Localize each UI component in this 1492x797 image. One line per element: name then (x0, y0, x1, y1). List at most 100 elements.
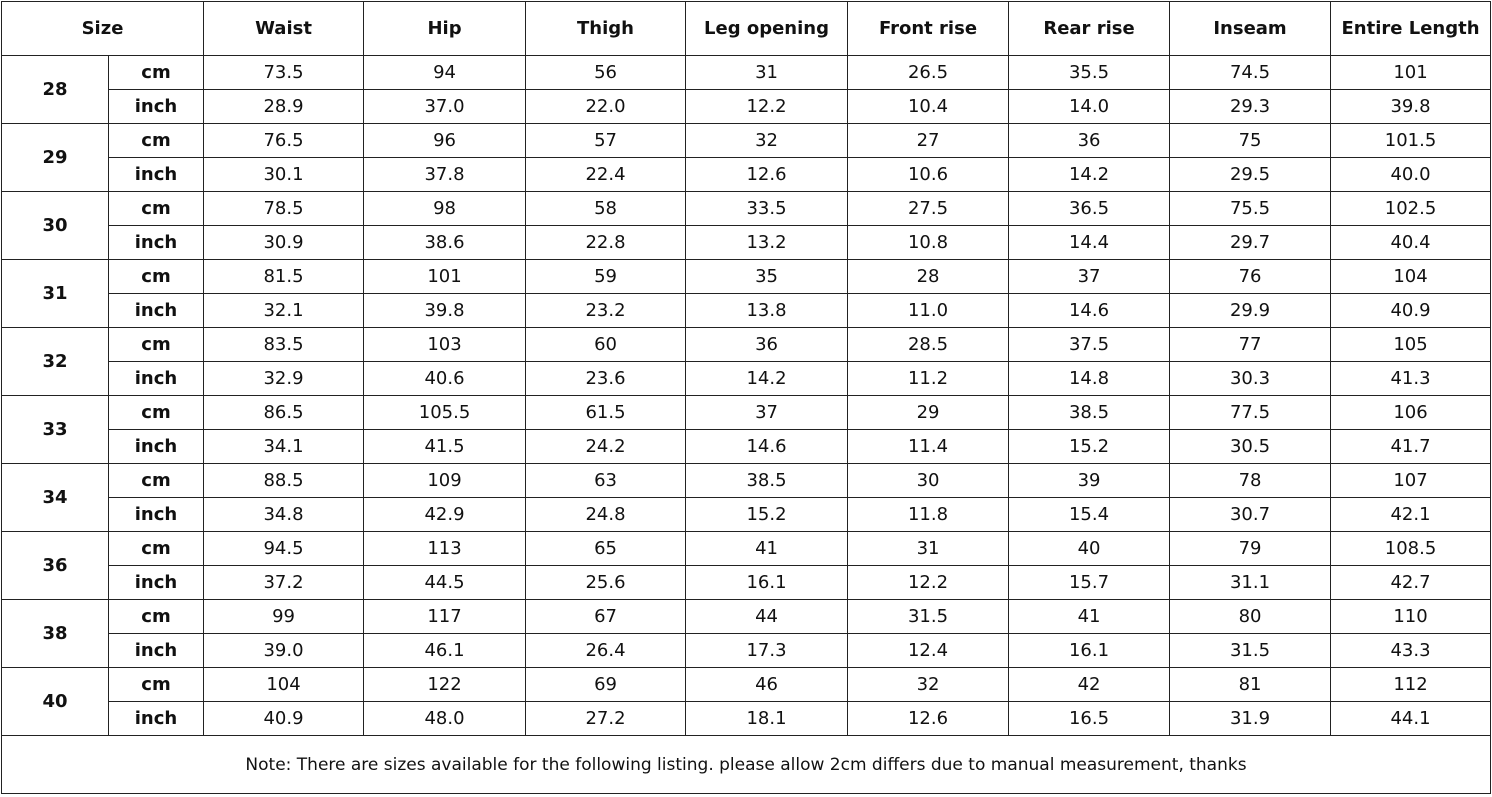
measurement-cell: 67 (525, 599, 687, 634)
table-row: 38 cm 99 117 67 44 31.5 41 80 110 (1, 599, 1492, 668)
measurement-cell: 41.5 (363, 429, 527, 464)
measurement-cell: 42 (1008, 667, 1171, 702)
measurement-cell: 13.8 (685, 293, 849, 328)
measurement-cell: 26.4 (525, 633, 687, 668)
measurement-cell: 32.9 (203, 361, 365, 396)
unit-cell: inch (107, 497, 205, 532)
measurement-cell: 41.3 (1330, 361, 1492, 396)
header-thigh: Thigh (525, 1, 687, 56)
note-text: Note: There are sizes available for the … (0, 735, 1492, 794)
table-row: inch 32.1 39.8 23.2 13.8 11.0 14.6 29.9 40.9 (2, 293, 1492, 328)
measurement-cell: 29.7 (1169, 225, 1332, 260)
unit-cell: cm (107, 667, 205, 702)
unit-cell: inch (107, 633, 205, 668)
measurement-cell: 44.1 (1330, 701, 1492, 736)
measurement-cell: 30.7 (1169, 497, 1332, 532)
header-rear-rise: Rear rise (1008, 1, 1171, 56)
table-row: 32 cm 83.5 103 60 36 28.5 37.5 77 105 (1, 327, 1492, 396)
measurement-cell: 37 (1008, 259, 1171, 294)
measurement-cell: 29 (847, 395, 1010, 430)
measurement-cell: 105 (1330, 327, 1492, 362)
measurement-cell: 103 (363, 327, 527, 362)
measurement-cell: 86.5 (203, 395, 365, 430)
measurement-cell: 35.5 (1008, 55, 1171, 90)
measurement-cell: 40.9 (1330, 293, 1492, 328)
measurement-cell: 40.4 (1330, 225, 1492, 260)
measurement-cell: 40.6 (363, 361, 527, 396)
measurement-cell: 39.8 (1330, 89, 1492, 124)
measurement-cell: 30 (847, 463, 1010, 498)
measurement-cell: 24.2 (525, 429, 687, 464)
measurement-cell: 37.8 (363, 157, 527, 192)
unit-cell: cm (107, 191, 205, 226)
header-leg-opening: Leg opening (685, 1, 849, 56)
measurement-cell: 14.6 (685, 429, 849, 464)
measurement-cell: 12.6 (685, 157, 849, 192)
measurement-cell: 31.5 (847, 599, 1010, 634)
measurement-cell: 28 (847, 259, 1010, 294)
size-cell: 34 (1, 463, 109, 532)
measurement-cell: 76.5 (203, 123, 365, 158)
measurement-cell: 117 (363, 599, 527, 634)
measurement-cell: 36.5 (1008, 191, 1171, 226)
note-row: Note: There are sizes available for the … (0, 735, 1492, 794)
table-row: inch 37.2 44.5 25.6 16.1 12.2 15.7 31.1 42.7 (2, 565, 1492, 600)
measurement-cell: 27.5 (847, 191, 1010, 226)
measurement-cell: 33.5 (685, 191, 849, 226)
measurement-cell: 31.9 (1169, 701, 1332, 736)
measurement-cell: 42.9 (363, 497, 527, 532)
table-row: 40 cm 104 122 69 46 32 42 81 112 (1, 667, 1492, 736)
measurement-cell: 30.1 (203, 157, 365, 192)
measurement-cell: 44.5 (363, 565, 527, 600)
measurement-cell: 41.7 (1330, 429, 1492, 464)
measurement-cell: 94.5 (203, 531, 365, 566)
size-cell: 33 (1, 395, 109, 464)
measurement-cell: 36 (1008, 123, 1171, 158)
size-cell: 36 (1, 531, 109, 600)
measurement-cell: 11.8 (847, 497, 1010, 532)
measurement-cell: 15.7 (1008, 565, 1171, 600)
measurement-cell: 11.0 (847, 293, 1010, 328)
size-cell: 40 (1, 667, 109, 736)
measurement-cell: 38.5 (1008, 395, 1171, 430)
measurement-cell: 113 (363, 531, 527, 566)
measurement-cell: 112 (1330, 667, 1492, 702)
measurement-cell: 75.5 (1169, 191, 1332, 226)
measurement-cell: 30.9 (203, 225, 365, 260)
measurement-cell: 78 (1169, 463, 1332, 498)
measurement-cell: 65 (525, 531, 687, 566)
measurement-cell: 31.5 (1169, 633, 1332, 668)
table-row: 28 cm 73.5 94 56 31 26.5 35.5 74.5 101 (1, 55, 1492, 124)
header-entire-length: Entire Length (1330, 1, 1492, 56)
measurement-cell: 16.5 (1008, 701, 1171, 736)
measurement-cell: 88.5 (203, 463, 365, 498)
table-row: inch 34.1 41.5 24.2 14.6 11.4 15.2 30.5 41.7 (2, 429, 1492, 464)
unit-cell: inch (107, 565, 205, 600)
unit-cell: cm (107, 599, 205, 634)
measurement-cell: 122 (363, 667, 527, 702)
measurement-cell: 12.6 (847, 701, 1010, 736)
measurement-cell: 17.3 (685, 633, 849, 668)
measurement-cell: 94 (363, 55, 527, 90)
measurement-cell: 110 (1330, 599, 1492, 634)
measurement-cell: 28.9 (203, 89, 365, 124)
table-row: inch 30.9 38.6 22.8 13.2 10.8 14.4 29.7 40.4 (2, 225, 1492, 260)
measurement-cell: 22.8 (525, 225, 687, 260)
table-row: 33 cm 86.5 105.5 61.5 37 29 38.5 77.5 106 (1, 395, 1492, 464)
measurement-cell: 31 (685, 55, 849, 90)
measurement-cell: 42.1 (1330, 497, 1492, 532)
measurement-cell: 10.8 (847, 225, 1010, 260)
measurement-cell: 23.2 (525, 293, 687, 328)
measurement-cell: 101 (1330, 55, 1492, 90)
unit-cell: cm (107, 463, 205, 498)
measurement-cell: 14.2 (685, 361, 849, 396)
header-row: Size Waist Hip Thigh Leg opening Front rise R… (0, 1, 1492, 56)
measurement-cell: 101.5 (1330, 123, 1492, 158)
measurement-cell: 58 (525, 191, 687, 226)
measurement-cell: 96 (363, 123, 527, 158)
measurement-cell: 102.5 (1330, 191, 1492, 226)
measurement-cell: 39.0 (203, 633, 365, 668)
measurement-cell: 44 (685, 599, 849, 634)
measurement-cell: 28.5 (847, 327, 1010, 362)
